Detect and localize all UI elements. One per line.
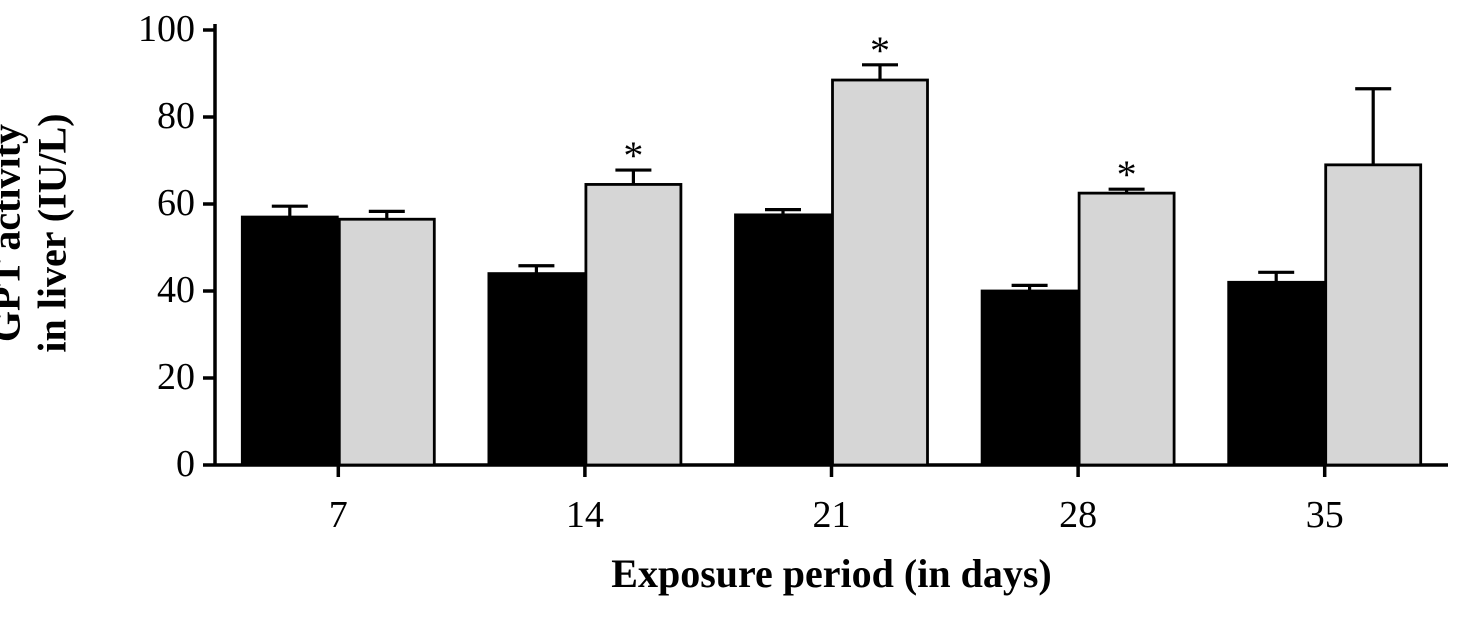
y-tick-label: 20 — [157, 355, 195, 399]
y-tick-label: 0 — [176, 442, 195, 486]
y-tick-label: 60 — [157, 181, 195, 225]
significance-marker: * — [613, 132, 653, 179]
y-tick-label: 80 — [157, 94, 195, 138]
y-tick-label: 40 — [157, 268, 195, 312]
x-axis-label: Exposure period (in days) — [215, 550, 1448, 597]
x-category-label: 28 — [1018, 493, 1138, 537]
significance-marker: * — [860, 27, 900, 74]
x-category-label: 14 — [525, 493, 645, 537]
bar-chart — [0, 0, 1468, 639]
significance-marker: * — [1107, 151, 1147, 198]
y-tick-label: 100 — [138, 7, 195, 51]
x-category-label: 21 — [772, 493, 892, 537]
x-category-label: 7 — [278, 493, 398, 537]
x-category-label: 35 — [1265, 493, 1385, 537]
